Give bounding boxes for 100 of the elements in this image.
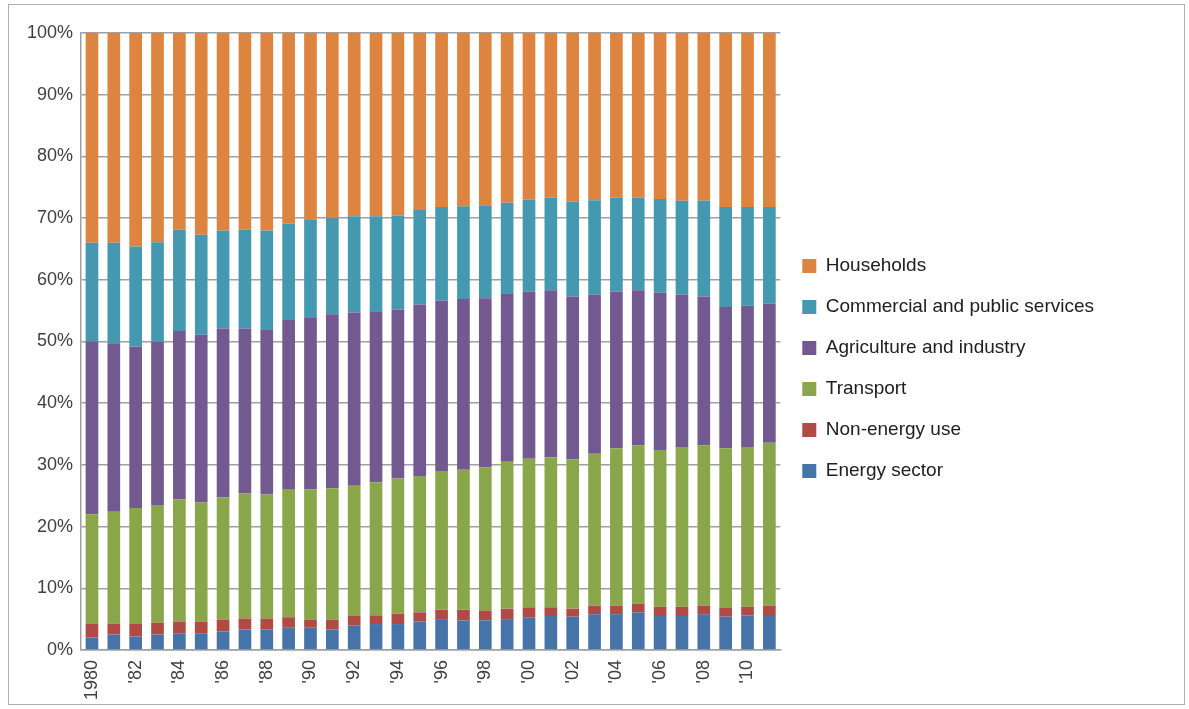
bar <box>588 605 601 615</box>
y-tick-label: 10% <box>37 577 74 598</box>
legend-label: Agriculture and industry <box>825 336 1026 358</box>
bar <box>413 621 427 650</box>
bar <box>478 620 492 650</box>
bar <box>216 631 230 650</box>
x-tick-label: '06 <box>649 659 670 684</box>
bar <box>260 494 274 619</box>
bar <box>457 298 470 470</box>
bar <box>85 242 99 342</box>
bar <box>260 329 274 495</box>
x-tick-label: '88 <box>255 659 276 684</box>
bar <box>457 609 470 621</box>
bar <box>457 33 470 207</box>
x-tick-label: '98 <box>474 659 495 684</box>
bar <box>85 624 99 638</box>
bar <box>129 636 142 650</box>
bar <box>631 33 645 198</box>
bar <box>610 197 623 292</box>
bar <box>566 608 580 617</box>
bar <box>675 33 689 201</box>
bar <box>763 303 776 443</box>
bar <box>173 229 186 331</box>
bar <box>326 314 339 489</box>
bar <box>391 309 405 479</box>
bar <box>413 33 427 211</box>
bar <box>500 33 514 203</box>
bar <box>544 197 558 291</box>
bar <box>544 616 558 650</box>
bar <box>435 206 448 301</box>
bar <box>129 508 142 625</box>
bar <box>107 343 121 512</box>
x-tick-label: '10 <box>736 659 757 684</box>
bar <box>369 216 383 312</box>
bar <box>588 453 601 606</box>
bar <box>610 614 623 650</box>
legend-label: Households <box>825 254 927 276</box>
legend-label: Non-energy use <box>825 418 961 440</box>
bar <box>588 33 601 201</box>
bar <box>741 606 754 616</box>
bar <box>697 614 711 650</box>
y-tick-label: 90% <box>37 83 74 104</box>
bar <box>763 616 776 650</box>
bar <box>326 629 339 650</box>
bar <box>478 610 492 621</box>
bar <box>129 346 142 509</box>
bar <box>85 341 99 515</box>
bar <box>326 488 339 620</box>
bar <box>369 624 383 650</box>
bar <box>194 334 208 503</box>
bar <box>741 615 754 650</box>
bar <box>588 200 601 295</box>
bar <box>435 33 448 207</box>
bar <box>326 619 339 630</box>
bar <box>216 230 230 329</box>
bar <box>107 33 121 243</box>
bar <box>435 471 448 610</box>
bar <box>194 633 208 650</box>
bar <box>194 502 208 622</box>
bar <box>697 200 711 297</box>
bar <box>610 291 623 449</box>
bar <box>238 493 252 619</box>
bar <box>763 442 776 606</box>
bar <box>347 312 361 486</box>
x-tick-label: '96 <box>430 659 451 684</box>
bar <box>631 197 645 291</box>
bar <box>697 605 711 615</box>
bar <box>610 33 623 198</box>
bar <box>478 298 492 468</box>
bar <box>173 330 186 500</box>
bar <box>216 33 230 231</box>
bar <box>347 625 361 650</box>
bar <box>653 198 667 293</box>
bar <box>151 242 164 343</box>
bar <box>631 445 645 604</box>
bar <box>653 33 667 199</box>
bar <box>216 497 230 620</box>
bar <box>588 294 601 454</box>
bar <box>522 458 536 608</box>
bar <box>413 210 427 305</box>
bar <box>435 609 448 620</box>
x-tick-label: '00 <box>517 659 538 684</box>
bar <box>238 629 252 650</box>
bar <box>304 627 317 650</box>
bar <box>763 605 776 617</box>
y-tick-label: 70% <box>37 207 74 228</box>
bar <box>719 616 732 650</box>
bar <box>522 607 536 618</box>
bar <box>478 33 492 206</box>
bar <box>238 229 252 329</box>
bar <box>763 206 776 304</box>
bar <box>304 619 317 628</box>
bar <box>129 246 142 347</box>
bar <box>391 215 405 310</box>
bar <box>522 199 536 292</box>
bar <box>304 219 317 319</box>
bar <box>347 216 361 313</box>
x-tick-label: '94 <box>386 659 407 684</box>
bar <box>173 633 186 650</box>
bar <box>522 291 536 459</box>
